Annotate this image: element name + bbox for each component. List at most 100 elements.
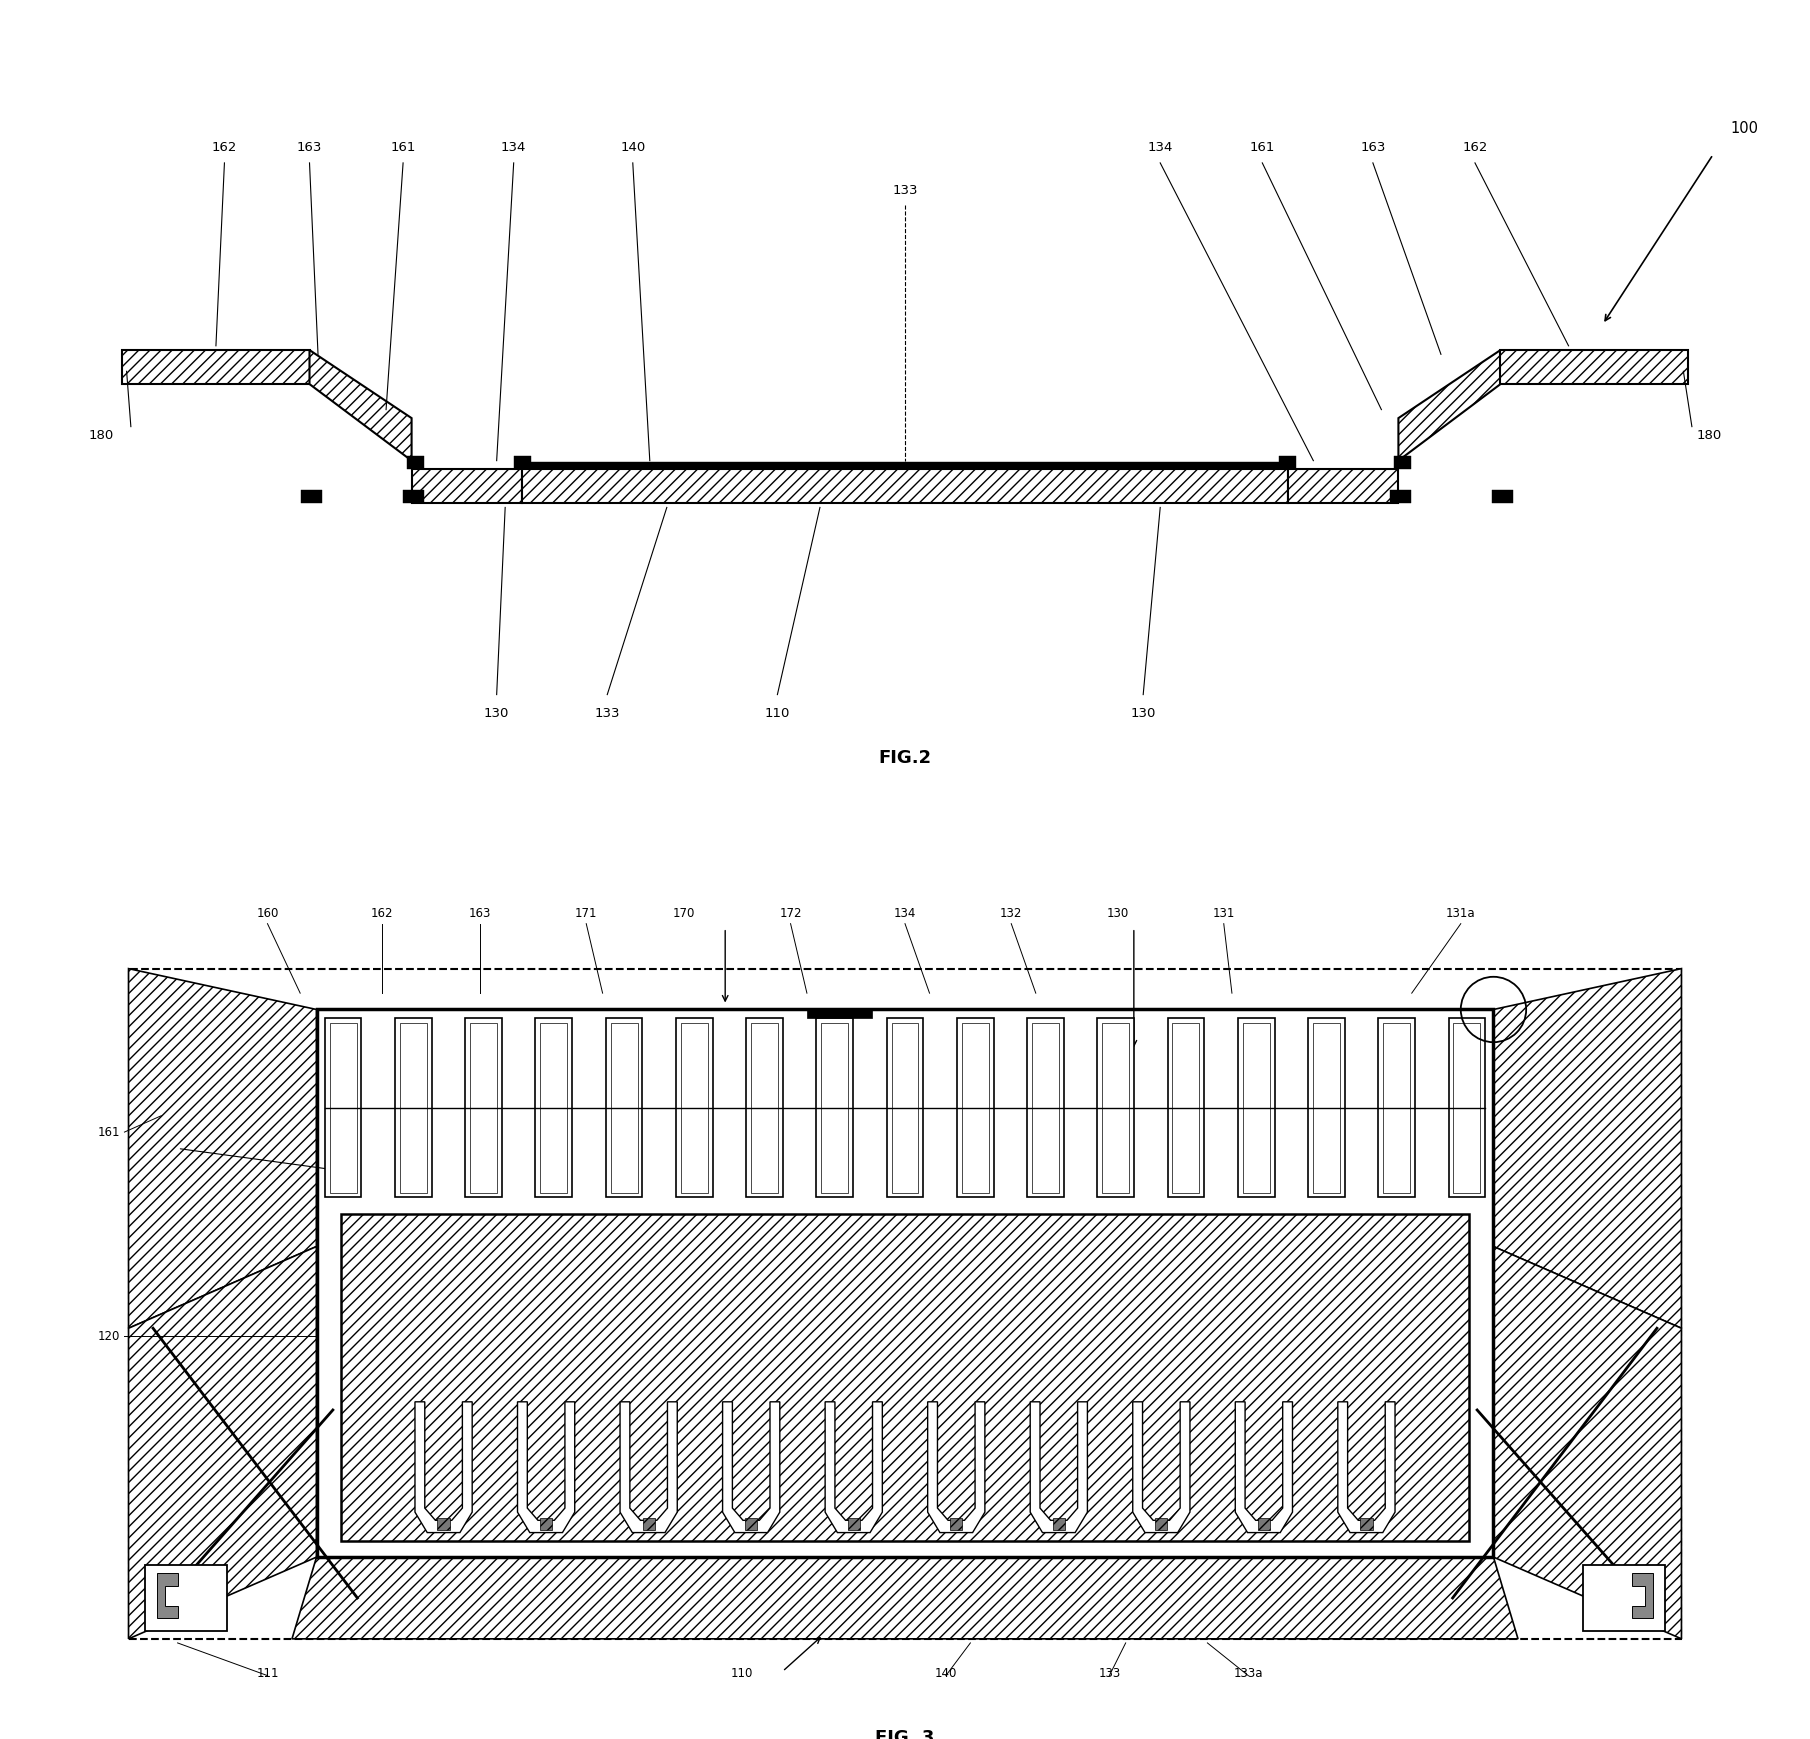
Text: 120: 120 bbox=[98, 1330, 119, 1343]
Polygon shape bbox=[1280, 456, 1296, 470]
Polygon shape bbox=[1030, 1402, 1088, 1532]
Polygon shape bbox=[751, 1023, 778, 1193]
Polygon shape bbox=[438, 1518, 449, 1530]
Polygon shape bbox=[1584, 1565, 1665, 1631]
Polygon shape bbox=[521, 470, 1287, 503]
Text: 130: 130 bbox=[1131, 708, 1157, 720]
Text: 162: 162 bbox=[1462, 141, 1488, 155]
Polygon shape bbox=[471, 1023, 498, 1193]
Text: 140: 140 bbox=[621, 141, 646, 155]
Polygon shape bbox=[400, 1023, 427, 1193]
Polygon shape bbox=[1390, 490, 1412, 503]
Polygon shape bbox=[123, 350, 310, 384]
Polygon shape bbox=[1238, 1017, 1274, 1198]
Polygon shape bbox=[518, 1402, 576, 1532]
Text: 111: 111 bbox=[257, 1666, 279, 1680]
Text: 132: 132 bbox=[1001, 906, 1023, 920]
Polygon shape bbox=[950, 1518, 963, 1530]
Polygon shape bbox=[129, 1247, 317, 1638]
Text: 131a: 131a bbox=[1446, 906, 1475, 920]
Text: 134: 134 bbox=[501, 141, 527, 155]
Text: 133: 133 bbox=[594, 708, 621, 720]
Polygon shape bbox=[1097, 1017, 1135, 1198]
Polygon shape bbox=[887, 1017, 923, 1198]
Polygon shape bbox=[1287, 470, 1399, 503]
Text: 130: 130 bbox=[1106, 906, 1129, 920]
Polygon shape bbox=[310, 350, 411, 461]
Polygon shape bbox=[847, 1518, 860, 1530]
Text: 140: 140 bbox=[934, 1666, 957, 1680]
Polygon shape bbox=[957, 1017, 994, 1198]
Polygon shape bbox=[414, 1402, 472, 1532]
Polygon shape bbox=[129, 969, 317, 1329]
Polygon shape bbox=[1258, 1518, 1271, 1530]
Polygon shape bbox=[606, 1017, 643, 1198]
Polygon shape bbox=[340, 1214, 1470, 1541]
Polygon shape bbox=[1026, 1017, 1064, 1198]
Polygon shape bbox=[329, 1023, 357, 1193]
Polygon shape bbox=[892, 1023, 918, 1193]
Text: 130: 130 bbox=[483, 708, 509, 720]
Text: FIG.2: FIG.2 bbox=[878, 750, 932, 767]
Polygon shape bbox=[129, 969, 1681, 1638]
Polygon shape bbox=[1338, 1402, 1396, 1532]
Polygon shape bbox=[746, 1518, 757, 1530]
Text: 162: 162 bbox=[371, 906, 393, 920]
Polygon shape bbox=[291, 1556, 1519, 1638]
Text: 172: 172 bbox=[780, 906, 802, 920]
Text: 163: 163 bbox=[1359, 141, 1386, 155]
Polygon shape bbox=[1493, 1247, 1681, 1638]
Polygon shape bbox=[317, 1009, 1493, 1556]
Polygon shape bbox=[1493, 969, 1681, 1329]
Text: 171: 171 bbox=[576, 906, 597, 920]
Polygon shape bbox=[1453, 1023, 1481, 1193]
Polygon shape bbox=[961, 1023, 988, 1193]
Polygon shape bbox=[1102, 1023, 1129, 1193]
Polygon shape bbox=[521, 463, 1287, 470]
Text: 131: 131 bbox=[1213, 906, 1234, 920]
Polygon shape bbox=[1383, 1023, 1410, 1193]
Polygon shape bbox=[1500, 350, 1687, 384]
Polygon shape bbox=[1053, 1518, 1064, 1530]
Polygon shape bbox=[929, 1402, 985, 1532]
Polygon shape bbox=[539, 1518, 552, 1530]
Polygon shape bbox=[1243, 1023, 1269, 1193]
Polygon shape bbox=[681, 1023, 708, 1193]
Polygon shape bbox=[404, 490, 424, 503]
Polygon shape bbox=[1377, 1017, 1415, 1198]
Polygon shape bbox=[395, 1017, 433, 1198]
Polygon shape bbox=[1633, 1574, 1653, 1619]
Polygon shape bbox=[1394, 456, 1412, 470]
Text: 100: 100 bbox=[1730, 122, 1758, 136]
Polygon shape bbox=[1167, 1017, 1204, 1198]
Polygon shape bbox=[675, 1017, 713, 1198]
Text: 161: 161 bbox=[98, 1125, 119, 1139]
Polygon shape bbox=[1448, 1017, 1486, 1198]
Text: 110: 110 bbox=[731, 1666, 753, 1680]
Text: FIG. 3: FIG. 3 bbox=[876, 1729, 934, 1739]
Polygon shape bbox=[822, 1023, 849, 1193]
Polygon shape bbox=[1032, 1023, 1059, 1193]
Polygon shape bbox=[1155, 1518, 1167, 1530]
Text: 133: 133 bbox=[892, 184, 918, 197]
Polygon shape bbox=[1309, 1017, 1345, 1198]
Text: 161: 161 bbox=[391, 141, 416, 155]
Text: 161: 161 bbox=[1249, 141, 1274, 155]
Polygon shape bbox=[807, 1009, 872, 1017]
Text: 160: 160 bbox=[257, 906, 279, 920]
Polygon shape bbox=[610, 1023, 637, 1193]
Polygon shape bbox=[514, 456, 530, 470]
Polygon shape bbox=[621, 1402, 677, 1532]
Polygon shape bbox=[536, 1017, 572, 1198]
Text: 133a: 133a bbox=[1234, 1666, 1263, 1680]
Polygon shape bbox=[145, 1565, 226, 1631]
Polygon shape bbox=[300, 490, 322, 503]
Polygon shape bbox=[1491, 490, 1513, 503]
Polygon shape bbox=[722, 1402, 780, 1532]
Polygon shape bbox=[643, 1518, 655, 1530]
Text: 162: 162 bbox=[212, 141, 237, 155]
Polygon shape bbox=[411, 470, 521, 503]
Polygon shape bbox=[1312, 1023, 1339, 1193]
Text: 163: 163 bbox=[469, 906, 491, 920]
Polygon shape bbox=[407, 456, 424, 470]
